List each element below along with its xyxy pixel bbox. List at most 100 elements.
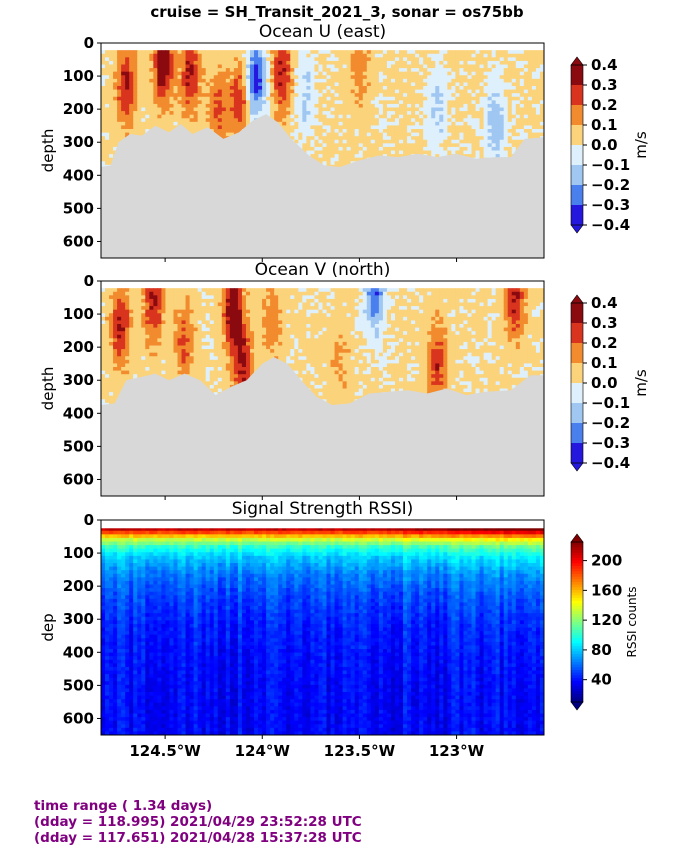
velocity-cell (209, 71, 215, 76)
velocity-cell (229, 89, 235, 94)
velocity-cell (314, 107, 320, 112)
velocity-cell (173, 75, 179, 80)
velocity-cell (294, 107, 299, 112)
velocity-cell (137, 111, 142, 116)
velocity-cell (382, 107, 388, 112)
velocity-cell (294, 103, 299, 109)
velocity-cell (233, 93, 239, 98)
velocity-cell (185, 103, 191, 109)
velocity-cell (419, 125, 424, 130)
velocity-cell (141, 103, 146, 109)
velocity-cell (149, 82, 154, 87)
velocity-cell (109, 111, 114, 116)
velocity-cell (423, 89, 428, 94)
velocity-cell (399, 93, 404, 98)
velocity-cell (350, 96, 356, 101)
velocity-cell (346, 154, 352, 159)
velocity-cell (362, 82, 368, 87)
velocity-cell (225, 100, 231, 105)
velocity-cell (370, 86, 376, 91)
velocity-cell (145, 125, 150, 130)
velocity-cell (137, 64, 142, 69)
velocity-cell (113, 139, 118, 144)
velocity-cell (205, 118, 211, 123)
velocity-cell (185, 100, 191, 105)
velocity-cell (201, 60, 207, 66)
velocity-cell (105, 78, 110, 84)
velocity-cell (306, 121, 312, 127)
velocity-cell (129, 75, 134, 80)
velocity-cell (197, 111, 203, 116)
velocity-cell (390, 129, 396, 134)
velocity-cell (117, 132, 122, 137)
velocity-cell (177, 57, 183, 62)
velocity-cell (366, 114, 372, 119)
velocity-cell (358, 157, 364, 162)
velocity-cell (290, 64, 295, 69)
velocity-cell (193, 89, 199, 94)
velocity-cell (229, 103, 235, 109)
velocity-cell (237, 89, 243, 94)
velocity-cell (386, 96, 392, 101)
velocity-cell (362, 129, 368, 134)
velocity-cell (354, 71, 360, 76)
velocity-cell (322, 50, 328, 55)
velocity-cell (322, 93, 328, 98)
velocity-cell (294, 89, 299, 94)
velocity-cell (346, 157, 352, 162)
velocity-cell (439, 96, 444, 101)
velocity-cell (362, 139, 368, 144)
velocity-cell (310, 132, 316, 137)
velocity-cell (117, 114, 122, 119)
velocity-cell (322, 121, 328, 127)
velocity-cell (241, 111, 247, 116)
velocity-cell (121, 93, 126, 98)
velocity-cell (157, 100, 163, 105)
velocity-cell (137, 53, 142, 58)
velocity-cell (326, 143, 332, 148)
velocity-cell (233, 96, 239, 101)
velocity-cell (101, 111, 106, 116)
velocity-cell (225, 60, 231, 66)
velocity-cell (282, 53, 287, 58)
velocity-cell (137, 93, 142, 98)
velocity-cell (161, 86, 167, 91)
velocity-cell (282, 93, 287, 98)
velocity-cell (129, 60, 134, 66)
velocity-cell (362, 53, 368, 58)
velocity-cell (382, 93, 388, 98)
velocity-cell (399, 139, 404, 144)
velocity-cell (286, 50, 291, 55)
velocity-cell (298, 132, 303, 137)
velocity-cell (431, 50, 436, 55)
velocity-cell (399, 111, 404, 116)
velocity-cell (419, 107, 424, 112)
velocity-cell (278, 60, 283, 66)
velocity-cell (403, 100, 408, 105)
velocity-cell (229, 57, 235, 62)
velocity-cell (435, 114, 440, 119)
velocity-cell (342, 161, 348, 166)
velocity-cell (338, 150, 344, 155)
velocity-cell (386, 114, 392, 119)
velocity-cell (439, 93, 444, 98)
plot-area (101, 43, 544, 258)
velocity-cell (225, 103, 231, 109)
velocity-cell (221, 100, 227, 105)
velocity-cell (121, 111, 126, 116)
velocity-cell (141, 121, 146, 127)
velocity-cell (427, 78, 432, 84)
velocity-cell (394, 139, 400, 144)
velocity-cell (314, 82, 320, 87)
velocity-cell (346, 75, 352, 80)
velocity-cell (145, 75, 150, 80)
velocity-cell (205, 114, 211, 119)
velocity-cell (334, 114, 340, 119)
velocity-cell (221, 121, 227, 127)
velocity-cell (435, 118, 440, 123)
velocity-cell (237, 114, 243, 119)
velocity-cell (129, 100, 134, 105)
velocity-cell (145, 53, 150, 58)
velocity-cell (294, 139, 299, 144)
velocity-cell (350, 150, 356, 155)
